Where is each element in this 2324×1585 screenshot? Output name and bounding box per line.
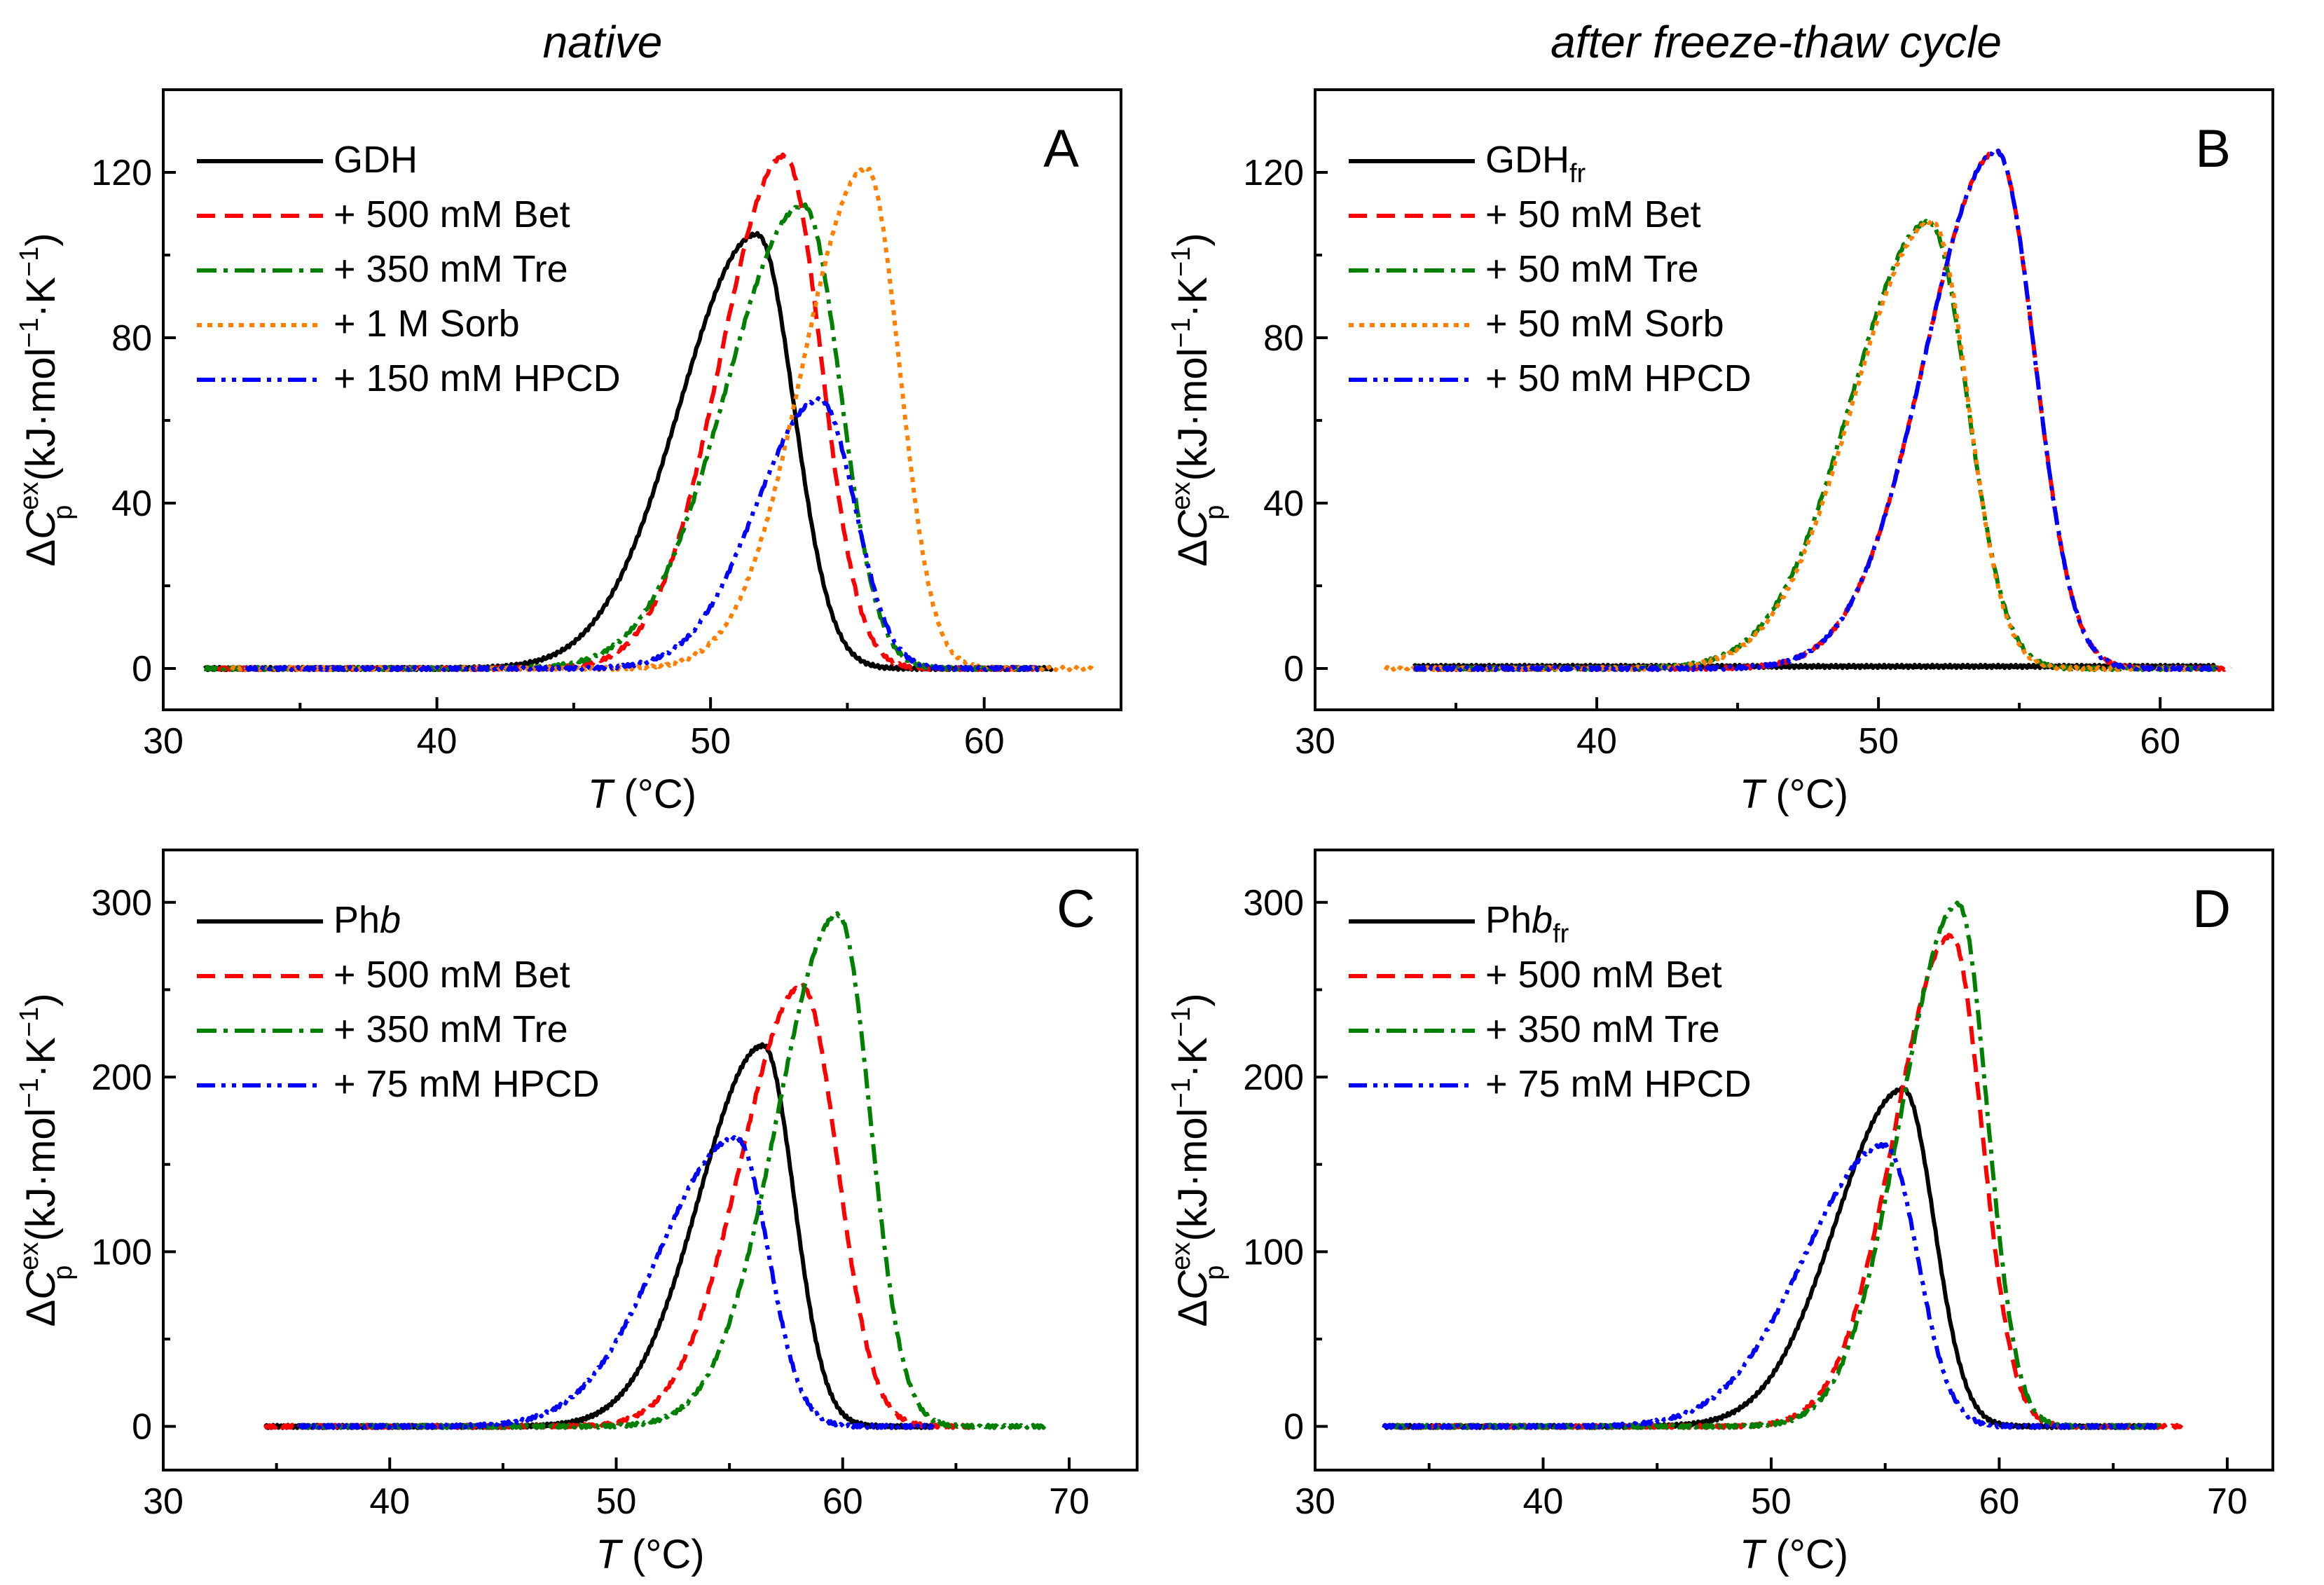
y-axis-label: ΔCexp (kJ·mol−1·K−1) <box>15 233 78 566</box>
column-title-native: native <box>543 17 663 67</box>
x-tick-label: 60 <box>1979 1481 2020 1522</box>
series-line-d-0 <box>1382 1085 2161 1430</box>
y-tick-label: 0 <box>132 1407 152 1448</box>
y-tick-label: 0 <box>1284 649 1304 689</box>
y-axis-label: ΔCexp (kJ·mol−1·K−1) <box>1167 233 1230 566</box>
legend-label: + 50 mM Bet <box>1485 193 1701 235</box>
x-tick-label: 70 <box>1049 1481 1089 1522</box>
y-tick-label: 100 <box>91 1232 152 1272</box>
series-line-a-4 <box>245 396 1041 673</box>
panel-letter: A <box>1043 119 1079 179</box>
legend-label: Phb <box>334 899 401 941</box>
x-tick-label: 50 <box>596 1481 637 1522</box>
series-line-a-0 <box>202 231 1054 673</box>
legend-label: + 350 mM Tre <box>1485 1008 1720 1050</box>
y-tick-label: 0 <box>132 649 152 689</box>
x-axis-label: T (°C) <box>596 1532 704 1577</box>
legend-label: + 150 mM HPCD <box>334 357 621 399</box>
y-tick-label: 0 <box>1284 1407 1304 1448</box>
series-line-a-2 <box>203 202 1041 673</box>
y-tick-label: 120 <box>1243 153 1304 193</box>
y-tick-label: 120 <box>91 153 152 193</box>
series-line-c-1 <box>263 982 981 1430</box>
legend-label: GDH <box>334 139 418 181</box>
plot-frame <box>162 88 1122 711</box>
x-tick-label: 60 <box>2140 721 2180 762</box>
legend-label: + 500 mM Bet <box>334 954 570 996</box>
y-tick-label: 80 <box>111 318 152 359</box>
x-tick-label: 40 <box>369 1481 410 1522</box>
y-axis-label: ΔCexp (kJ·mol−1·K−1) <box>15 993 78 1326</box>
panel-b: 30 40 50 60 0 40 80 120 T (°C) ΔCexp (kJ·mol−1·K−… <box>1167 88 2274 817</box>
y-tick-label: 300 <box>91 883 152 924</box>
legend-label: + 1 M Sorb <box>334 303 520 345</box>
x-tick-label: 50 <box>1751 1481 1792 1522</box>
y-tick-label: 100 <box>1243 1232 1304 1272</box>
legend-label: + 500 mM Bet <box>1485 954 1722 996</box>
legend: GDHfr + 50 mM Bet + 50 mM Tre + 50 mM Sorb +… <box>1349 139 1752 399</box>
x-tick-label: 50 <box>690 721 731 762</box>
legend-label: + 50 mM Tre <box>1485 248 1699 290</box>
x-tick-label: 30 <box>1295 721 1335 762</box>
x-axis-label: T (°C) <box>1740 1532 1848 1577</box>
x-tick-label: 30 <box>1295 1481 1335 1522</box>
series-group <box>1381 900 2184 1430</box>
x-tick-label: 60 <box>823 1481 863 1522</box>
y-tick-label: 200 <box>1243 1057 1304 1098</box>
series-line-d-3 <box>1381 1141 2161 1430</box>
y-tick-label: 40 <box>1263 483 1304 524</box>
y-tick-label: 300 <box>1243 883 1304 924</box>
legend: GDH + 500 mM Bet + 350 mM Tre + 1 M Sorb + 1… <box>197 139 621 399</box>
x-axis-label: T (°C) <box>1740 771 1848 817</box>
legend-label: + 75 mM HPCD <box>1485 1063 1752 1105</box>
legend-label: + 50 mM Sorb <box>1485 303 1724 345</box>
series-line-b-4 <box>1413 149 2219 673</box>
plot-frame <box>1314 849 2274 1471</box>
panel-d: 30 40 50 60 70 0 100 200 300 T (°C) ΔCexp (kJ·mol−… <box>1167 849 2274 1577</box>
legend-label: + 75 mM HPCD <box>334 1063 600 1105</box>
x-axis-label: T (°C) <box>588 771 696 817</box>
panel-c: 30 40 50 60 70 0 100 200 300 T (°C) ΔCexp (kJ·mol−… <box>15 849 1139 1577</box>
series-line-b-3 <box>1383 218 2190 673</box>
x-tick-label: 50 <box>1858 721 1899 762</box>
panel-a: 30 40 50 60 0 40 80 120 T (°C) ΔCexp (kJ·mol−1·K−… <box>15 88 1122 817</box>
legend-label: + 350 mM Tre <box>334 248 568 290</box>
x-tick-label: 40 <box>1523 1481 1564 1522</box>
y-axis-label: ΔCexp (kJ·mol−1·K−1) <box>1167 993 1230 1326</box>
plot-frame <box>1314 88 2274 711</box>
panels: 30 40 50 60 0 40 80 120 T (°C) ΔCexp (kJ·mol−1·K−… <box>15 88 2274 1577</box>
x-tick-label: 30 <box>143 721 184 762</box>
x-tick-label: 60 <box>964 721 1005 762</box>
series-line-a-3 <box>230 165 1095 673</box>
column-title-freeze-thaw: after freeze-thaw cycle <box>1551 17 2002 67</box>
legend-label: + 350 mM Tre <box>334 1008 568 1050</box>
y-tick-label: 40 <box>111 483 152 524</box>
x-tick-label: 70 <box>2207 1481 2248 1522</box>
plot-frame <box>162 849 1139 1471</box>
series-group <box>263 911 1049 1430</box>
y-tick-label: 200 <box>91 1057 152 1098</box>
series-group <box>202 152 1095 673</box>
x-tick-label: 30 <box>143 1481 184 1522</box>
series-group <box>1383 149 2233 673</box>
legend-label: + 500 mM Bet <box>334 193 570 235</box>
legend: Phbfr + 500 mM Bet + 350 mM Tre + 75 mM HPC… <box>1349 899 1752 1105</box>
legend-label: + 50 mM HPCD <box>1485 357 1752 399</box>
x-tick-label: 40 <box>1576 721 1617 762</box>
series-line-c-3 <box>297 1134 935 1430</box>
legend-label: GDHfr <box>1485 139 1586 188</box>
panel-letter: B <box>2195 119 2231 179</box>
x-tick-label: 40 <box>417 721 458 762</box>
panel-letter: C <box>1057 879 1095 939</box>
legend: Phb + 500 mM Bet + 350 mM Tre + 75 mM HPCD <box>197 899 600 1105</box>
y-tick-label: 80 <box>1263 318 1304 359</box>
legend-label: Phbfr <box>1485 899 1569 949</box>
panel-letter: D <box>2192 879 2231 939</box>
